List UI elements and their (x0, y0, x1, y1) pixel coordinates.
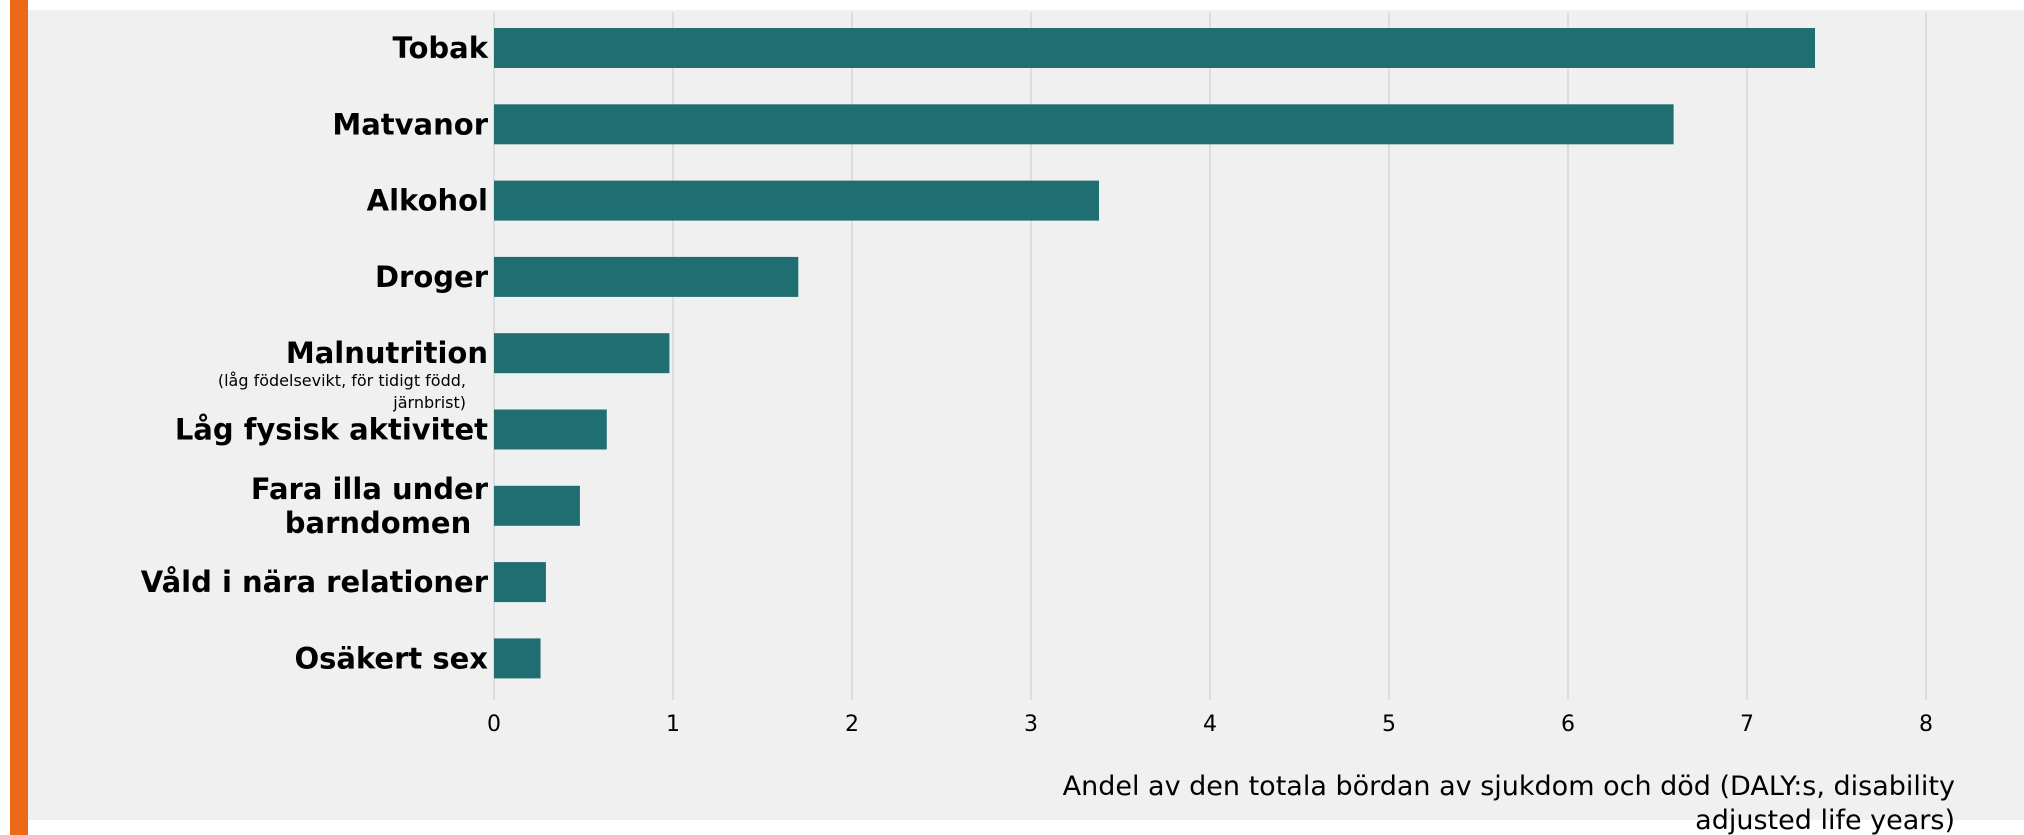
category-label: Tobak (393, 31, 489, 65)
bar (494, 28, 1816, 68)
category-note: järnbrist) (392, 393, 466, 412)
x-tick-label: 4 (1203, 712, 1217, 737)
x-axis-title: Andel av den totala bördan av sjukdom oc… (1063, 771, 1955, 802)
category-label: Alkohol (367, 184, 488, 218)
x-tick-label: 3 (1024, 712, 1038, 737)
chart-panel (28, 10, 2024, 820)
category-label: Osäkert sex (294, 641, 488, 675)
bar (494, 333, 670, 374)
x-tick-label: 8 (1919, 712, 1933, 737)
bar (494, 485, 580, 526)
x-tick-label: 0 (487, 712, 501, 737)
bar (494, 256, 799, 297)
category-label: Våld i nära relationer (141, 565, 489, 599)
x-tick-label: 2 (845, 712, 859, 737)
x-axis-title: adjusted life years) (1695, 805, 1955, 835)
x-tick-label: 6 (1561, 712, 1575, 737)
category-label: Låg fysisk aktivitet (175, 413, 488, 447)
x-tick-label: 1 (666, 712, 680, 737)
category-note: (låg födelsevikt, för tidigt född, (218, 371, 466, 390)
accent-bar (10, 0, 28, 835)
bar (494, 562, 546, 603)
category-label: Matvanor (332, 107, 488, 141)
category-label: Fara illa under (251, 472, 489, 506)
bar (494, 104, 1674, 145)
category-label: Droger (375, 260, 489, 294)
bar (494, 409, 607, 450)
category-label: barndomen (285, 506, 472, 540)
bar (494, 180, 1100, 221)
x-tick-label: 5 (1382, 712, 1396, 737)
category-label: Malnutrition (286, 336, 488, 370)
bar (494, 638, 541, 679)
x-tick-label: 7 (1740, 712, 1754, 737)
